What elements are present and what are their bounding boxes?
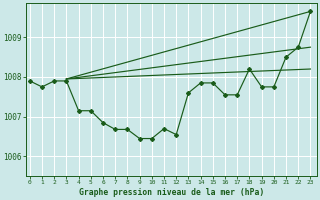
X-axis label: Graphe pression niveau de la mer (hPa): Graphe pression niveau de la mer (hPa)	[79, 188, 264, 197]
